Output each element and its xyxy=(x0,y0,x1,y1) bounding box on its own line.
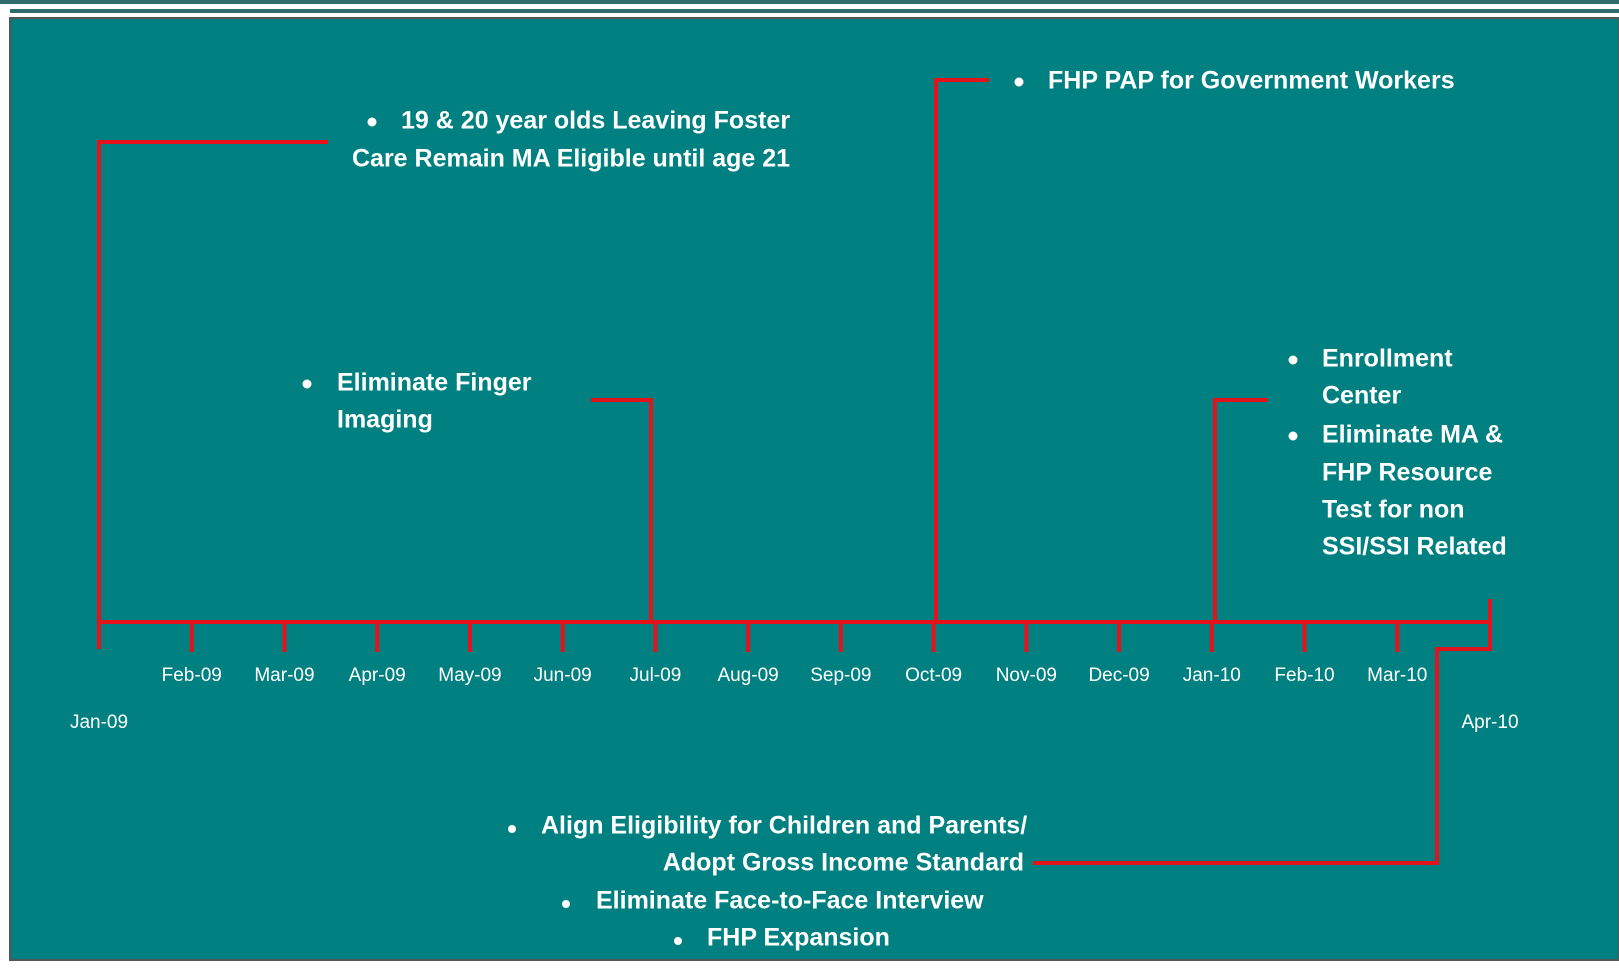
month-label: Jul-09 xyxy=(630,665,682,686)
month-label: May-09 xyxy=(438,665,501,686)
bullet xyxy=(1288,431,1298,441)
callout-text: SSI/SSI Related xyxy=(1322,533,1507,561)
bullet xyxy=(302,379,312,389)
callout-text: FHP Expansion xyxy=(707,924,890,952)
bullet xyxy=(508,825,516,833)
top-rule xyxy=(0,0,1619,4)
month-label: Dec-09 xyxy=(1088,665,1149,686)
callout-text: Imaging xyxy=(337,406,433,434)
month-label: Nov-09 xyxy=(996,665,1057,686)
callout-text: FHP PAP for Government Workers xyxy=(1048,67,1455,95)
callout: FHP PAP for Government Workers xyxy=(1014,67,1455,95)
callout-text: Center xyxy=(1322,382,1401,410)
callout-text: Align Eligibility for Children and Paren… xyxy=(541,812,1027,840)
callout: Enrollment Center Eliminate MA & FHP Res… xyxy=(1288,345,1507,561)
month-label: Sep-09 xyxy=(810,665,871,686)
bullet xyxy=(562,900,570,908)
month-label: Feb-09 xyxy=(162,665,222,686)
callout-text: Adopt Gross Income Standard xyxy=(663,849,1024,877)
connector xyxy=(1033,599,1492,865)
bullet xyxy=(1014,77,1024,87)
month-label: Mar-09 xyxy=(254,665,314,686)
callout-text: Care Remain MA Eligible until age 21 xyxy=(352,145,790,173)
bullet xyxy=(1288,355,1298,365)
background xyxy=(9,17,1619,961)
callout-text: 19 & 20 year olds Leaving Foster xyxy=(401,107,790,135)
month-label: Mar-10 xyxy=(1367,665,1427,686)
month-label: Apr-10 xyxy=(1461,712,1518,733)
connector xyxy=(97,140,328,649)
month-label: Jan-10 xyxy=(1183,665,1241,686)
month-label: Jun-09 xyxy=(534,665,592,686)
callout-text: Test for non xyxy=(1322,496,1465,524)
bullet xyxy=(674,937,682,945)
callout-text: Eliminate Face-to-Face Interview xyxy=(596,887,984,915)
connector xyxy=(934,78,989,622)
callout-text: Eliminate MA & xyxy=(1322,421,1503,449)
bullet xyxy=(367,117,377,127)
callout-text: Eliminate Finger xyxy=(337,369,532,397)
month-label: Oct-09 xyxy=(905,665,962,686)
callout: Eliminate Finger Imaging xyxy=(302,369,532,434)
callout: Align Eligibility for Children and Paren… xyxy=(508,812,1027,952)
connector xyxy=(591,398,653,622)
top-rule xyxy=(10,9,1619,13)
connector xyxy=(1213,398,1268,622)
month-label: Feb-10 xyxy=(1274,665,1334,686)
callout: 19 & 20 year olds Leaving Foster Care Re… xyxy=(352,107,790,173)
month-label: Aug-09 xyxy=(717,665,778,686)
ticks: Jan-09 Feb-09 Mar-09 Apr-09 May-09 Jun-09 Jul-… xyxy=(70,622,1519,733)
month-label: Jan-09 xyxy=(70,712,128,733)
callout-text: Enrollment xyxy=(1322,345,1453,373)
callout-text: FHP Resource xyxy=(1322,459,1493,487)
month-label: Apr-09 xyxy=(349,665,406,686)
